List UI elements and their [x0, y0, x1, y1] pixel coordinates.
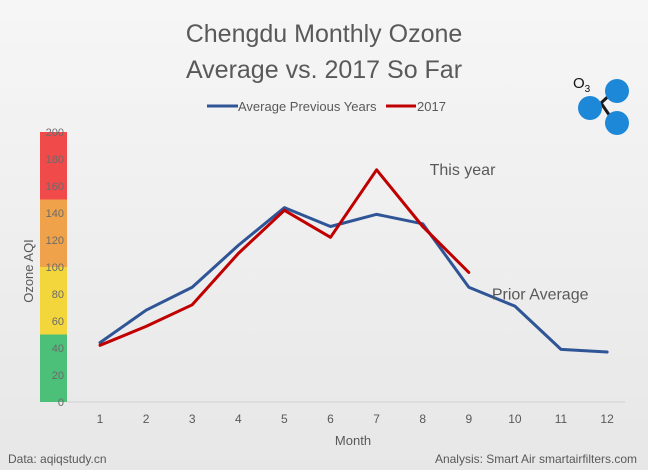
x-tick-label: 2 — [143, 412, 150, 426]
x-tick-label: 3 — [189, 412, 196, 426]
molecule-atom-center — [578, 96, 602, 120]
x-tick-label: 1 — [97, 412, 104, 426]
ozone-molecule-icon: O3 — [573, 75, 629, 135]
y-axis-tick-labels: 0 20 40 60 80 100 120 140 160 180 200 — [46, 127, 64, 409]
x-axis-label: Month — [335, 433, 371, 448]
aqi-color-bands — [40, 132, 67, 402]
legend: Average Previous Years 2017 — [207, 99, 446, 114]
molecule-label-o: O — [573, 75, 585, 92]
y-axis-label: Ozone AQI — [21, 239, 36, 303]
annotation-this-year: This year — [430, 162, 496, 179]
x-tick-label: 7 — [373, 412, 380, 426]
legend-label-average: Average Previous Years — [238, 99, 377, 114]
aqi-band-3 — [40, 132, 67, 200]
y-tick-label: 20 — [52, 370, 64, 382]
molecule-label: O3 — [573, 75, 591, 95]
y-tick-label: 180 — [46, 154, 64, 166]
y-tick-label: 80 — [52, 289, 64, 301]
x-tick-label: 6 — [327, 412, 334, 426]
y-tick-label: 100 — [46, 262, 64, 274]
molecule-atom-top — [605, 79, 629, 103]
x-tick-label: 8 — [419, 412, 426, 426]
series-line-2017 — [98, 168, 471, 347]
x-tick-label: 12 — [600, 412, 614, 426]
y-tick-label: 200 — [46, 127, 64, 139]
series-lines — [98, 168, 609, 354]
x-tick-label: 11 — [555, 412, 568, 426]
y-tick-label: 120 — [46, 235, 64, 247]
y-tick-label: 160 — [46, 181, 64, 193]
x-tick-label: 5 — [281, 412, 288, 426]
molecule-label-sub: 3 — [585, 84, 591, 95]
y-tick-label: 40 — [52, 343, 64, 355]
x-axis-tick-labels: 1 2 3 4 5 6 7 8 9 10 11 12 — [97, 412, 614, 426]
y-tick-label: 140 — [46, 208, 64, 220]
x-tick-label: 4 — [235, 412, 242, 426]
aqi-band-1 — [40, 267, 67, 335]
x-tick-label: 10 — [508, 412, 522, 426]
source-data: Data: aqiqstudy.cn — [8, 452, 107, 466]
chart-title-line-1: Chengdu Monthly Ozone — [186, 20, 463, 48]
y-tick-label: 0 — [58, 397, 64, 409]
molecule-atom-bottom — [605, 111, 629, 135]
x-tick-label: 9 — [465, 412, 472, 426]
aqi-band-2 — [40, 199, 67, 267]
y-tick-label: 60 — [52, 316, 64, 328]
legend-label-2017: 2017 — [417, 99, 446, 114]
annotation-prior-average: Prior Average — [492, 286, 589, 303]
source-analysis: Analysis: Smart Air smartairfilters.com — [435, 452, 637, 466]
aqi-band-0 — [40, 334, 67, 402]
chart-title-line-2: Average vs. 2017 So Far — [186, 56, 462, 84]
series-line-average — [98, 206, 609, 354]
